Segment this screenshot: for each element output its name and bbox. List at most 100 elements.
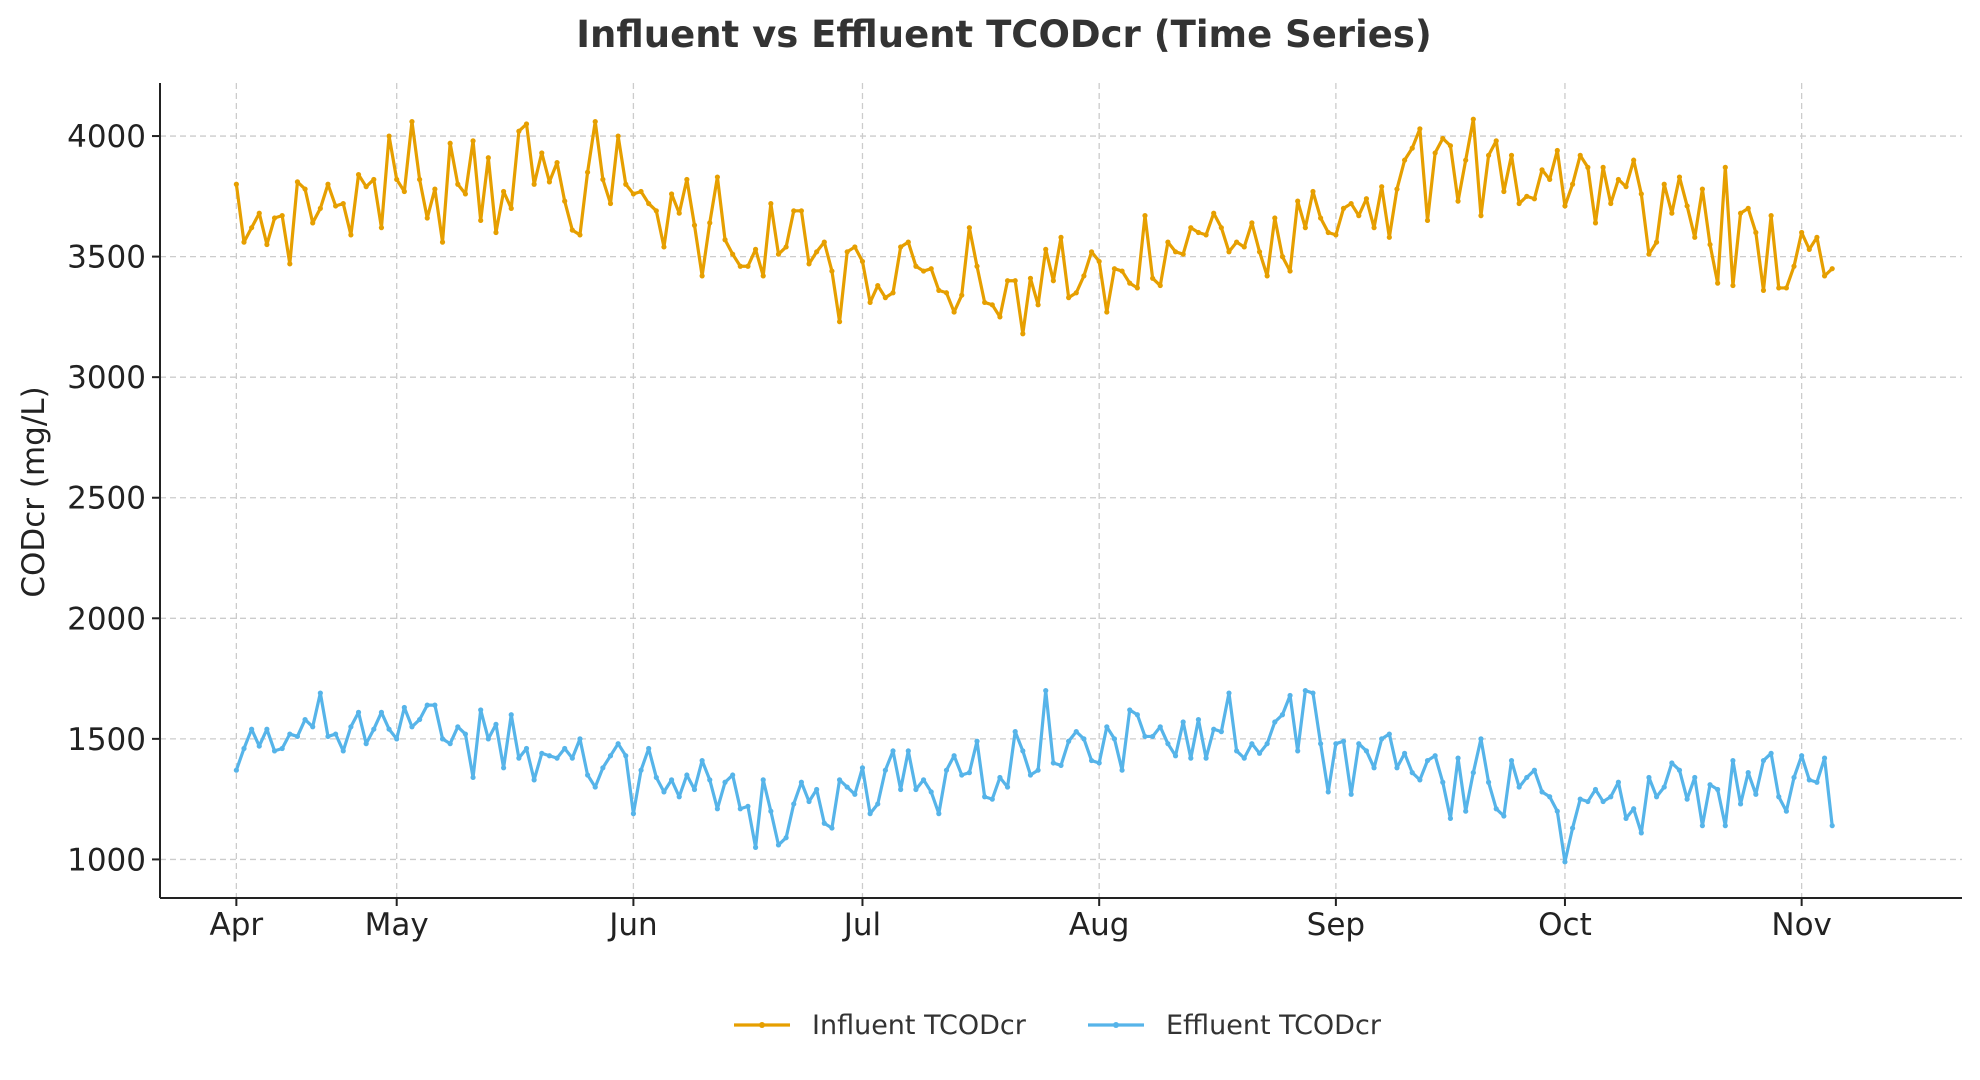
- data-point: [1638, 191, 1644, 197]
- data-point: [1684, 203, 1690, 209]
- data-point: [1226, 690, 1232, 696]
- data-point: [920, 777, 927, 783]
- data-point: [294, 733, 301, 740]
- data-point: [1157, 282, 1163, 289]
- data-point: [989, 302, 995, 308]
- data-point: [501, 765, 507, 771]
- x-tick-label: Sep: [1307, 907, 1365, 943]
- data-point: [1394, 186, 1400, 192]
- data-point: [1356, 213, 1362, 219]
- data-point: [1043, 246, 1049, 252]
- data-point: [523, 121, 530, 127]
- data-point: [1615, 176, 1621, 183]
- data-point: [1180, 251, 1186, 257]
- data-point: [1524, 774, 1530, 781]
- data-point: [1310, 188, 1316, 195]
- data-point: [348, 724, 354, 730]
- data-point: [1814, 234, 1820, 240]
- data-point: [836, 777, 843, 783]
- data-point: [630, 811, 637, 817]
- data-point: [1088, 757, 1095, 764]
- data-point: [1394, 765, 1400, 771]
- legend-item: Effluent TCODcr: [1088, 1010, 1382, 1041]
- data-point: [1501, 813, 1507, 819]
- data-point: [1516, 784, 1522, 790]
- data-point: [279, 213, 285, 219]
- data-point: [1249, 741, 1255, 747]
- data-point: [1508, 757, 1515, 764]
- data-point: [1188, 755, 1194, 761]
- series-effluent-tcodcr: [233, 688, 1835, 865]
- data-point: [752, 246, 759, 252]
- data-point: [1386, 731, 1392, 737]
- data-point: [1111, 266, 1118, 272]
- data-point: [821, 820, 827, 826]
- data-point: [1409, 145, 1415, 151]
- data-point: [233, 181, 239, 187]
- data-point: [737, 263, 743, 269]
- data-point: [1684, 796, 1690, 802]
- data-point: [1402, 750, 1408, 756]
- data-point: [1027, 275, 1034, 281]
- data-point: [340, 200, 346, 207]
- x-tick-label: Oct: [1538, 907, 1592, 943]
- data-point: [768, 200, 774, 207]
- data-point: [1455, 198, 1461, 204]
- data-point: [814, 786, 820, 793]
- data-point: [1157, 724, 1163, 730]
- x-tick-label: Jul: [842, 907, 881, 943]
- data-point: [1440, 135, 1446, 142]
- data-point: [989, 796, 995, 802]
- data-point: [1287, 692, 1293, 699]
- data-point: [745, 263, 751, 269]
- data-point: [1142, 733, 1148, 740]
- data-point: [241, 239, 247, 245]
- data-point: [1371, 225, 1377, 231]
- data-point: [531, 777, 537, 783]
- data-point: [584, 169, 591, 175]
- data-point: [1485, 152, 1492, 158]
- data-point: [1806, 777, 1812, 783]
- y-tick-label: 2500: [67, 481, 146, 517]
- data-point: [798, 208, 804, 214]
- chart-title: Influent vs Effluent TCODcr (Time Series…: [576, 13, 1432, 56]
- data-point: [684, 176, 690, 183]
- data-point: [928, 789, 934, 795]
- data-point: [1569, 181, 1576, 187]
- data-point: [256, 210, 262, 216]
- data-point: [1073, 729, 1079, 735]
- x-tick-label: Apr: [210, 907, 264, 943]
- data-point: [699, 757, 705, 764]
- data-point: [394, 176, 400, 183]
- data-point: [539, 150, 545, 156]
- data-point: [1004, 278, 1011, 284]
- data-point: [287, 731, 293, 737]
- data-point: [668, 191, 675, 197]
- data-point: [1829, 823, 1835, 829]
- data-point: [1279, 254, 1286, 260]
- data-point: [1432, 150, 1438, 156]
- data-point: [653, 774, 659, 781]
- data-point: [1134, 285, 1140, 291]
- data-point: [1776, 794, 1782, 800]
- data-point: [424, 215, 430, 221]
- data-point: [783, 835, 789, 841]
- data-point: [501, 188, 507, 195]
- data-point: [1134, 712, 1140, 718]
- data-point: [363, 184, 369, 190]
- data-point: [447, 741, 453, 747]
- data-point: [1043, 688, 1049, 694]
- data-point: [1211, 210, 1217, 216]
- data-point: [1508, 152, 1515, 158]
- data-point: [409, 118, 415, 125]
- data-point: [676, 210, 682, 216]
- data-point: [1379, 184, 1385, 190]
- data-point: [905, 239, 911, 245]
- data-point: [310, 724, 316, 730]
- data-point: [584, 772, 591, 778]
- data-point: [1760, 287, 1767, 293]
- data-point: [317, 690, 323, 696]
- series-line: [234, 689, 1834, 864]
- data-point: [378, 709, 385, 715]
